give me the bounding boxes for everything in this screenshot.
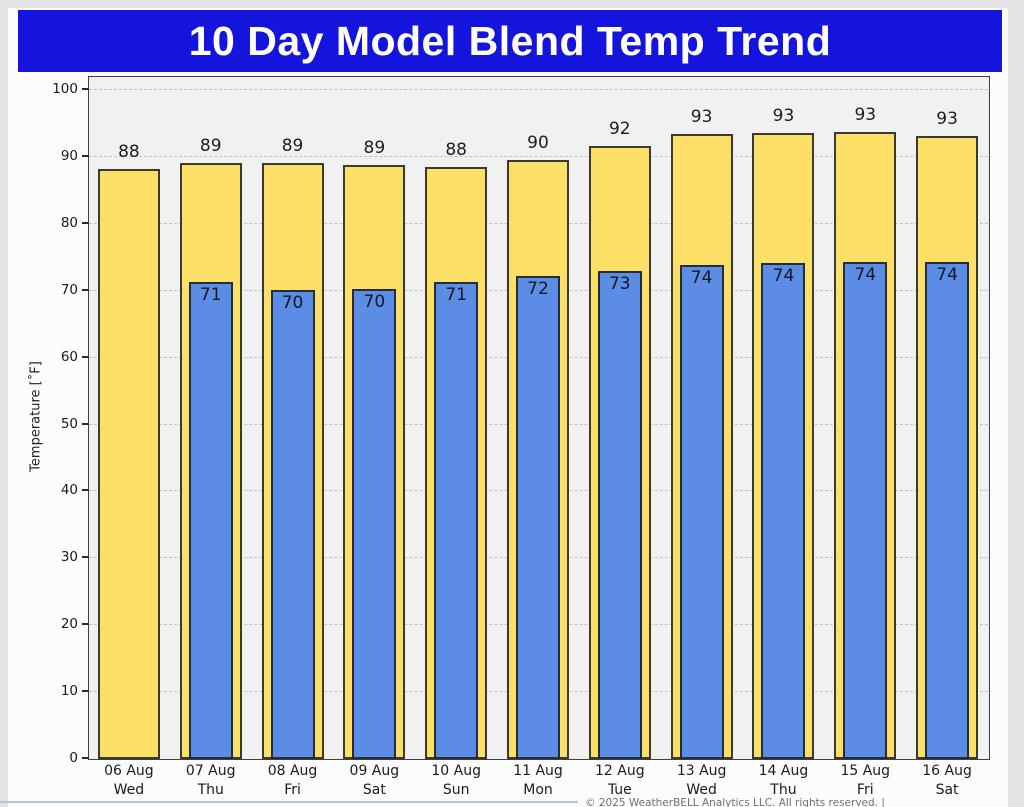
x-tick-label: 11 Aug Mon (497, 762, 579, 799)
y-tick-label: 60 (60, 348, 78, 365)
low-bar (925, 262, 970, 760)
low-value-label: 74 (854, 264, 877, 285)
x-tick-date: 06 Aug (104, 763, 154, 779)
y-tick-mark (82, 288, 89, 291)
y-tick-mark (82, 757, 89, 759)
x-tick-weekday: Sat (935, 781, 959, 798)
low-bar (188, 281, 233, 760)
y-tick-label: 20 (60, 616, 78, 633)
x-tick-date: 15 Aug (840, 763, 891, 779)
x-tick-label: 09 Aug Sat (333, 762, 415, 799)
low-bar (516, 276, 560, 760)
y-tick-mark (82, 221, 89, 224)
y-tick-label: 40 (60, 482, 78, 499)
low-bar (761, 262, 806, 760)
y-tick-label: 50 (60, 415, 78, 432)
y-axis-title: Temperature [˚F] (28, 361, 44, 472)
y-tick-label: 90 (60, 147, 78, 164)
y-tick-mark (82, 88, 89, 90)
y-tick-mark (82, 422, 89, 425)
low-bar (597, 270, 642, 760)
high-value-label: 93 (772, 106, 795, 127)
low-value-label: 70 (281, 292, 304, 313)
x-tick-date: 13 Aug (676, 763, 727, 779)
low-bar (352, 289, 397, 760)
y-tick-mark (82, 556, 89, 559)
high-value-label: 89 (281, 136, 304, 157)
low-bar (270, 289, 315, 760)
x-tick-label: 07 Aug Thu (170, 762, 252, 799)
low-value-label: 74 (772, 265, 795, 286)
x-tick-label: 16 Aug Sat (906, 762, 988, 799)
x-tick-date: 11 Aug (513, 763, 563, 779)
low-bar (679, 264, 724, 760)
low-value-label: 74 (690, 267, 713, 288)
x-tick-label: 13 Aug Wed (661, 762, 743, 799)
x-tick-date: 08 Aug (267, 763, 318, 779)
low-value-label: 71 (445, 285, 467, 306)
x-tick-weekday: Wed (686, 781, 717, 798)
low-value-label: 74 (936, 265, 958, 286)
y-tick-mark (82, 154, 89, 157)
attribution-text: © 2025 WeatherBELL Analytics LLC. All ri… (585, 797, 885, 807)
low-bar (843, 261, 888, 760)
low-bar (434, 282, 479, 760)
footer-divider (0, 801, 578, 803)
low-value-label: 71 (199, 284, 222, 305)
x-tick-weekday: Fri (856, 781, 874, 798)
x-tick-weekday: Sat (362, 781, 386, 798)
x-tick-weekday: Thu (197, 781, 224, 798)
y-tick-mark (82, 489, 89, 492)
y-tick-label: 80 (60, 214, 78, 231)
gridline-100 (89, 89, 988, 90)
y-tick-mark (82, 355, 89, 358)
x-tick-date: 07 Aug (185, 763, 236, 779)
x-tick-weekday: Thu (770, 781, 797, 798)
high-value-label: 88 (445, 140, 467, 161)
x-tick-date: 09 Aug (349, 763, 400, 779)
high-value-label: 93 (690, 107, 713, 128)
x-tick-label: 14 Aug Thu (742, 762, 824, 799)
x-tick-weekday: Fri (284, 781, 301, 798)
x-tick-weekday: Tue (607, 781, 632, 798)
x-tick-label: 10 Aug Sun (415, 762, 497, 799)
x-tick-weekday: Sun (442, 781, 470, 798)
chart-title: 10 Day Model Blend Temp Trend (188, 17, 832, 64)
x-tick-date: 12 Aug (595, 763, 645, 779)
y-tick-label: 30 (60, 549, 78, 566)
high-value-label: 89 (363, 138, 386, 159)
low-value-label: 73 (608, 273, 631, 294)
y-tick-label: 70 (60, 281, 78, 298)
x-tick-label: 06 Aug Wed (88, 762, 170, 799)
high-value-label: 93 (854, 105, 877, 126)
high-value-label: 88 (118, 142, 140, 163)
high-value-label: 90 (527, 132, 549, 153)
x-tick-weekday: Mon (523, 781, 553, 798)
high-value-label: 93 (936, 109, 958, 130)
high-value-label: 92 (608, 118, 631, 139)
x-tick-date: 10 Aug (431, 763, 481, 779)
x-tick-label: 15 Aug Fri (824, 762, 906, 799)
y-tick-mark (82, 690, 89, 693)
low-value-label: 70 (363, 292, 386, 313)
x-tick-date: 14 Aug (758, 763, 809, 779)
high-value-label: 89 (199, 135, 222, 156)
y-tick-label: 10 (60, 683, 78, 700)
x-tick-label: 08 Aug Fri (252, 762, 334, 799)
x-tick-date: 16 Aug (922, 763, 972, 779)
y-tick-mark (82, 623, 89, 626)
low-value-label: 72 (527, 279, 549, 300)
y-tick-label: 100 (52, 81, 78, 97)
high-bar (97, 169, 160, 760)
title-banner: 10 Day Model Blend Temp Trend (18, 10, 1002, 72)
y-tick-label: 0 (69, 750, 78, 766)
gridline-90 (89, 155, 988, 157)
x-tick-weekday: Wed (113, 781, 145, 798)
x-tick-label: 12 Aug Tue (579, 762, 661, 799)
